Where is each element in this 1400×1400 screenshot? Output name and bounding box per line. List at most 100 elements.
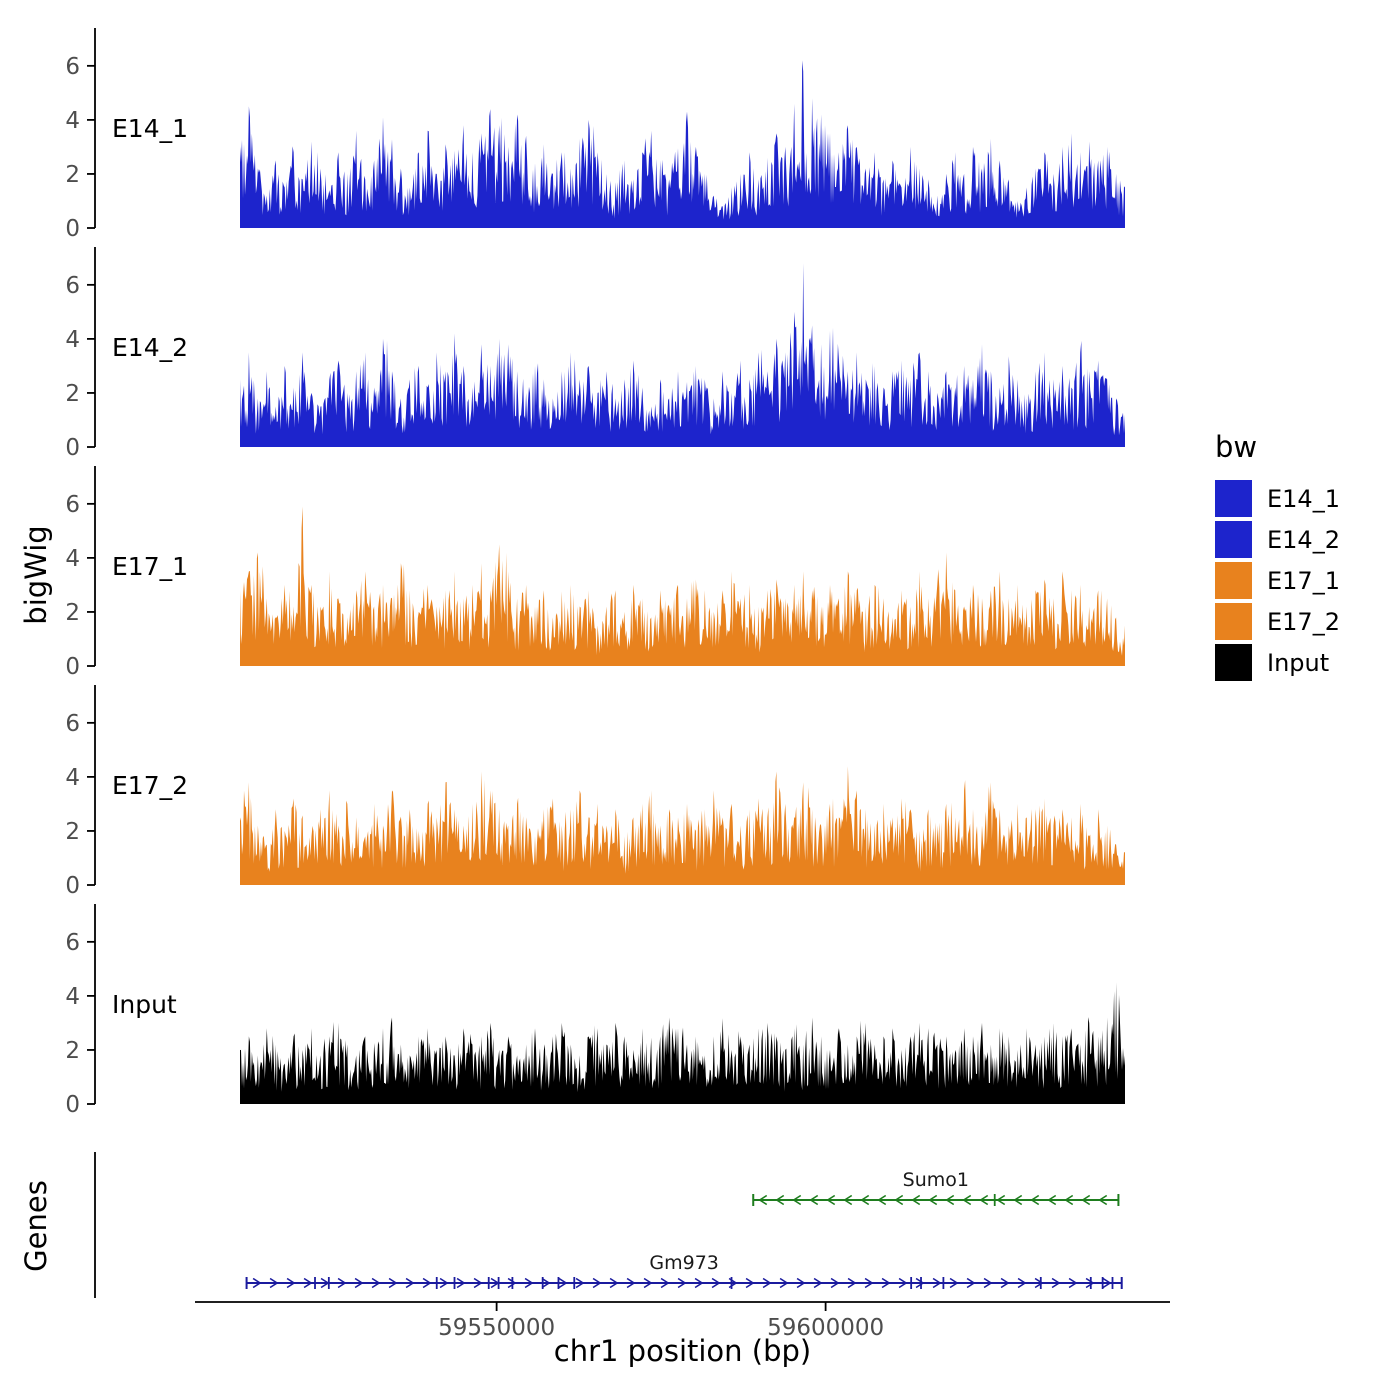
strand-arrow [762,1277,772,1289]
strand-arrow [983,1277,993,1289]
track-panel-E17_1: 0 2 4 6 E17_1 [65,466,1125,680]
strand-arrow [422,1277,432,1289]
strand-arrow [932,1277,942,1289]
gene-label: Gm973 [649,1252,719,1274]
legend-swatch [1215,480,1252,517]
strand-arrow [1000,1277,1010,1289]
legend-title: bw [1215,430,1258,464]
y-tick-label: 6 [65,711,80,737]
strand-arrow [541,1277,551,1289]
strand-arrow [371,1277,381,1289]
strand-arrow [1102,1277,1112,1289]
y-tick-label: 2 [65,162,80,188]
strand-arrow [558,1277,568,1289]
x-axis: 59550000 59600000 [195,1301,1170,1341]
legend-swatch [1215,521,1252,558]
strand-arrow [928,1194,938,1206]
coverage-area-E14_1 [240,60,1125,229]
strand-arrow [877,1194,887,1206]
strand-arrow [728,1277,738,1289]
legend-item-label: Input [1267,648,1330,677]
y-tick-label: 6 [65,273,80,299]
strand-arrow [826,1194,836,1206]
coverage-area-Input [240,982,1125,1104]
strand-arrow [979,1194,989,1206]
strand-arrow [915,1277,925,1289]
legend-item: E14_1 [1215,480,1340,517]
strand-arrow [796,1277,806,1289]
y-tick-label: 2 [65,381,80,407]
gene-Gm973: Gm973 [245,1252,1123,1289]
strand-arrow [779,1277,789,1289]
strand-arrow [758,1194,768,1206]
strand-arrow [996,1194,1006,1206]
track-panel-Input: 0 2 4 6 Input [65,904,1125,1118]
legend: bw E14_1 E14_2 E17_1 E17_2 Input [1215,430,1340,681]
strand-arrow [792,1194,802,1206]
strand-arrow [711,1277,721,1289]
strand-arrow [1098,1194,1108,1206]
track-label: E14_1 [112,114,188,143]
strand-arrow [456,1277,466,1289]
track-label: E17_2 [112,771,188,800]
y-tick-label: 4 [65,765,80,791]
y-tick-label: 0 [65,1092,80,1118]
legend-swatch [1215,603,1252,640]
strand-arrow [643,1277,653,1289]
strand-arrow [524,1277,534,1289]
y-tick-label: 0 [65,873,80,899]
strand-arrow [962,1194,972,1206]
strand-arrow [337,1277,347,1289]
strand-arrow [1047,1194,1057,1206]
legend-item: E14_2 [1215,521,1340,558]
legend-items: E14_1 E14_2 E17_1 E17_2 Input [1215,480,1340,681]
strand-arrow [507,1277,517,1289]
strand-arrow [677,1277,687,1289]
strand-arrow [252,1277,262,1289]
strand-arrow [843,1194,853,1206]
track-panel-E14_1: 0 2 4 6 E14_1 [65,28,1125,242]
strand-arrow [575,1277,585,1289]
y-tick-label: 4 [65,327,80,353]
strand-arrow [911,1194,921,1206]
track-panel-E17_2: 0 2 4 6 E17_2 [65,685,1125,899]
coverage-area-E17_1 [240,506,1125,666]
strand-arrow [1064,1194,1074,1206]
track-label: E17_1 [112,552,188,581]
y-axis-title: bigWig [19,525,53,625]
legend-swatch [1215,644,1252,681]
strand-arrow [898,1277,908,1289]
track-panel-E14_2: 0 2 4 6 E14_2 [65,247,1125,461]
y-tick-label: 2 [65,1038,80,1064]
strand-arrow [1081,1194,1091,1206]
y-tick-label: 6 [65,930,80,956]
strand-arrow [626,1277,636,1289]
y-tick-label: 0 [65,216,80,242]
strand-arrow [775,1194,785,1206]
strand-arrow [592,1277,602,1289]
x-tick-label: 59600000 [767,1315,884,1341]
x-tick-label: 59550000 [438,1315,555,1341]
strand-arrow [813,1277,823,1289]
strand-arrow [490,1277,500,1289]
legend-item: E17_2 [1215,603,1340,640]
y-tick-label: 2 [65,819,80,845]
strand-arrow [894,1194,904,1206]
strand-arrow [303,1277,313,1289]
strand-arrow [1034,1277,1044,1289]
strand-arrow [966,1277,976,1289]
strand-arrow [405,1277,415,1289]
y-tick-label: 6 [65,54,80,80]
strand-arrow [286,1277,296,1289]
strand-arrow [320,1277,330,1289]
genes-panel: Sumo1 Gm973 [94,1152,1123,1298]
strand-arrow [473,1277,483,1289]
legend-item: E17_1 [1215,562,1340,599]
strand-arrow [439,1277,449,1289]
strand-arrow [745,1277,755,1289]
strand-arrow [1051,1277,1061,1289]
y-tick-label: 4 [65,984,80,1010]
strand-arrow [660,1277,670,1289]
